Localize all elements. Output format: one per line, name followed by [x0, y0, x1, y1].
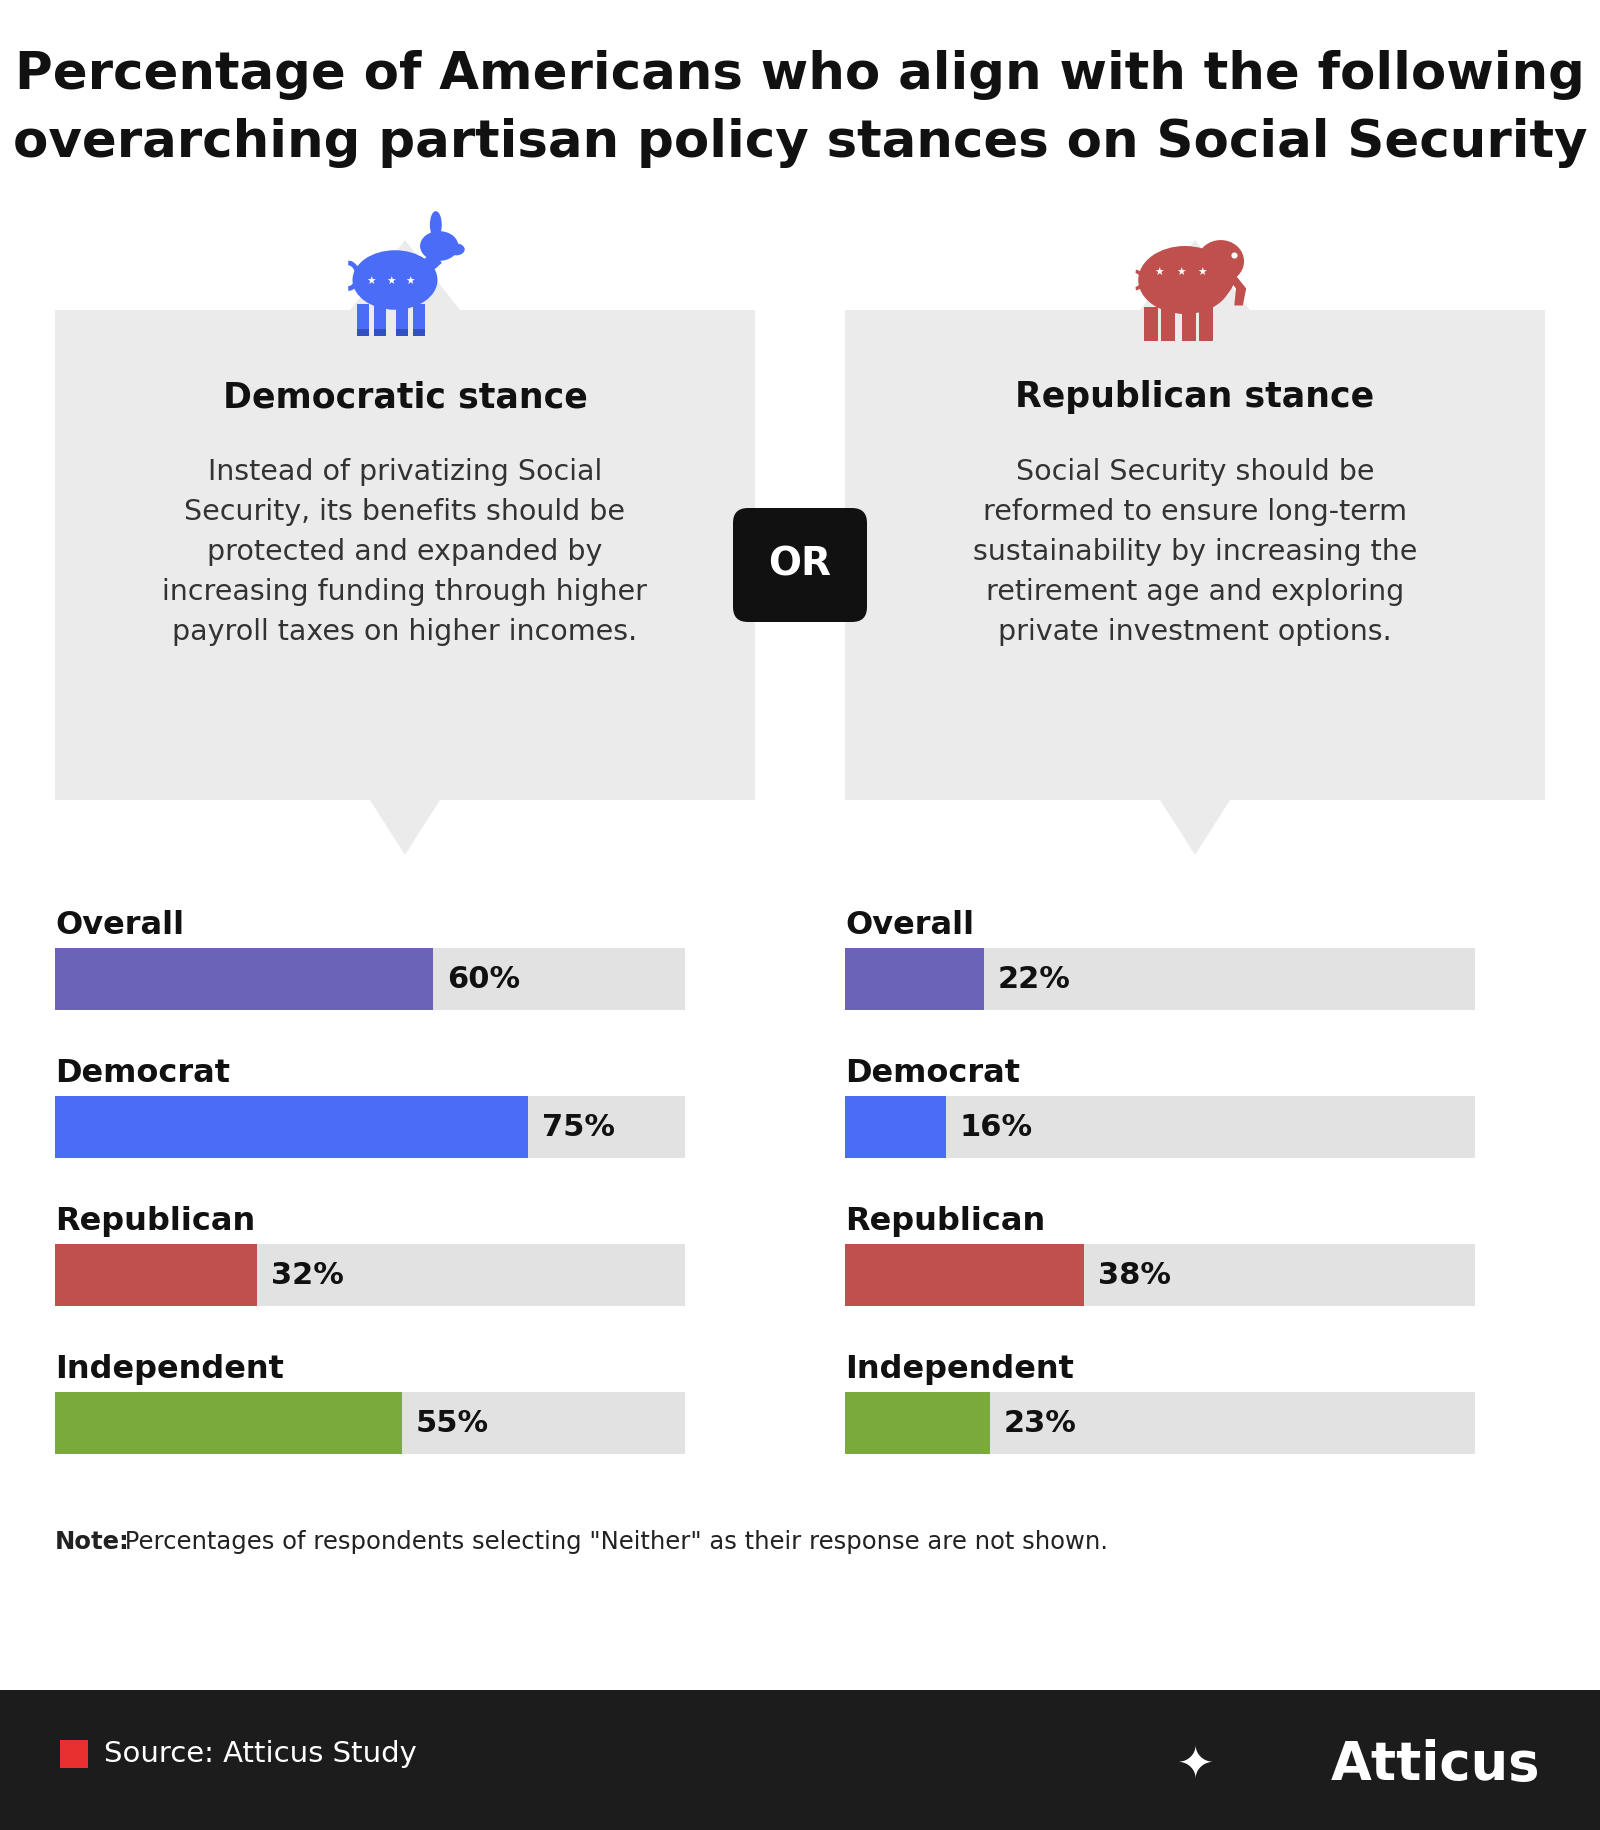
Text: Republican stance: Republican stance: [1016, 381, 1374, 414]
Text: Democrat: Democrat: [54, 1058, 230, 1089]
Bar: [61, 1740, 88, 1768]
FancyBboxPatch shape: [733, 509, 867, 622]
Text: overarching partisan policy stances on Social Security: overarching partisan policy stances on S…: [13, 117, 1587, 168]
Bar: [54, 1393, 685, 1455]
Bar: [374, 304, 386, 337]
Text: Independent: Independent: [845, 1354, 1074, 1385]
Text: Note:: Note:: [54, 1530, 130, 1554]
Ellipse shape: [1202, 253, 1232, 293]
Bar: [845, 1393, 1475, 1455]
Text: Percentages of respondents selecting "Neither" as their response are not shown.: Percentages of respondents selecting "Ne…: [117, 1530, 1107, 1554]
Bar: [845, 1244, 1085, 1307]
Ellipse shape: [352, 251, 437, 309]
Bar: [395, 329, 408, 337]
Bar: [1182, 307, 1197, 340]
Text: OR: OR: [768, 545, 832, 584]
Bar: [845, 948, 1475, 1010]
Text: ★: ★: [1197, 269, 1206, 278]
Text: 60%: 60%: [446, 964, 520, 994]
Ellipse shape: [421, 231, 458, 262]
Text: Republican: Republican: [845, 1206, 1045, 1237]
Bar: [357, 304, 368, 337]
Polygon shape: [54, 240, 755, 855]
Text: Overall: Overall: [845, 910, 974, 941]
Bar: [54, 1096, 528, 1158]
Bar: [1200, 307, 1213, 340]
Text: 75%: 75%: [541, 1113, 614, 1142]
Ellipse shape: [1197, 240, 1245, 282]
Text: 16%: 16%: [960, 1113, 1034, 1142]
Bar: [54, 1244, 685, 1307]
Polygon shape: [845, 240, 1546, 855]
Polygon shape: [1227, 276, 1246, 306]
Text: Social Security should be
reformed to ensure long-term
sustainability by increas: Social Security should be reformed to en…: [973, 458, 1418, 646]
Bar: [1162, 307, 1174, 340]
Text: ★: ★: [386, 276, 395, 287]
Bar: [413, 304, 424, 337]
Bar: [845, 1244, 1475, 1307]
Text: Overall: Overall: [54, 910, 184, 941]
Text: 23%: 23%: [1003, 1409, 1077, 1438]
Text: ★: ★: [1176, 269, 1186, 278]
Bar: [54, 948, 434, 1010]
Bar: [845, 1393, 990, 1455]
Bar: [54, 1393, 402, 1455]
Text: Instead of privatizing Social
Security, its benefits should be
protected and exp: Instead of privatizing Social Security, …: [163, 458, 648, 646]
Text: 55%: 55%: [416, 1409, 488, 1438]
Bar: [0, 1689, 1600, 1830]
Bar: [395, 304, 408, 337]
Text: Source: Atticus Study: Source: Atticus Study: [104, 1740, 418, 1768]
Polygon shape: [416, 251, 442, 276]
Bar: [845, 1096, 946, 1158]
Text: Atticus: Atticus: [1331, 1738, 1539, 1792]
Text: 22%: 22%: [998, 964, 1070, 994]
Text: Republican: Republican: [54, 1206, 256, 1237]
Bar: [413, 329, 424, 337]
Ellipse shape: [430, 210, 442, 238]
Text: ★: ★: [405, 276, 414, 287]
Text: Percentage of Americans who align with the following: Percentage of Americans who align with t…: [14, 49, 1586, 101]
Text: 32%: 32%: [270, 1261, 344, 1290]
Bar: [357, 329, 368, 337]
Text: Independent: Independent: [54, 1354, 283, 1385]
Bar: [374, 329, 386, 337]
Bar: [54, 948, 685, 1010]
Ellipse shape: [1138, 245, 1232, 315]
Bar: [54, 1244, 256, 1307]
Bar: [845, 948, 984, 1010]
Text: Democrat: Democrat: [845, 1058, 1021, 1089]
Ellipse shape: [1194, 243, 1235, 298]
Bar: [845, 1096, 1475, 1158]
Text: 38%: 38%: [1099, 1261, 1171, 1290]
Text: Democratic stance: Democratic stance: [222, 381, 587, 414]
Text: ✦: ✦: [1176, 1744, 1214, 1786]
Text: ★: ★: [1155, 269, 1165, 278]
Bar: [1144, 307, 1158, 340]
Ellipse shape: [448, 243, 464, 256]
Text: ★: ★: [366, 276, 376, 287]
Bar: [54, 1096, 685, 1158]
